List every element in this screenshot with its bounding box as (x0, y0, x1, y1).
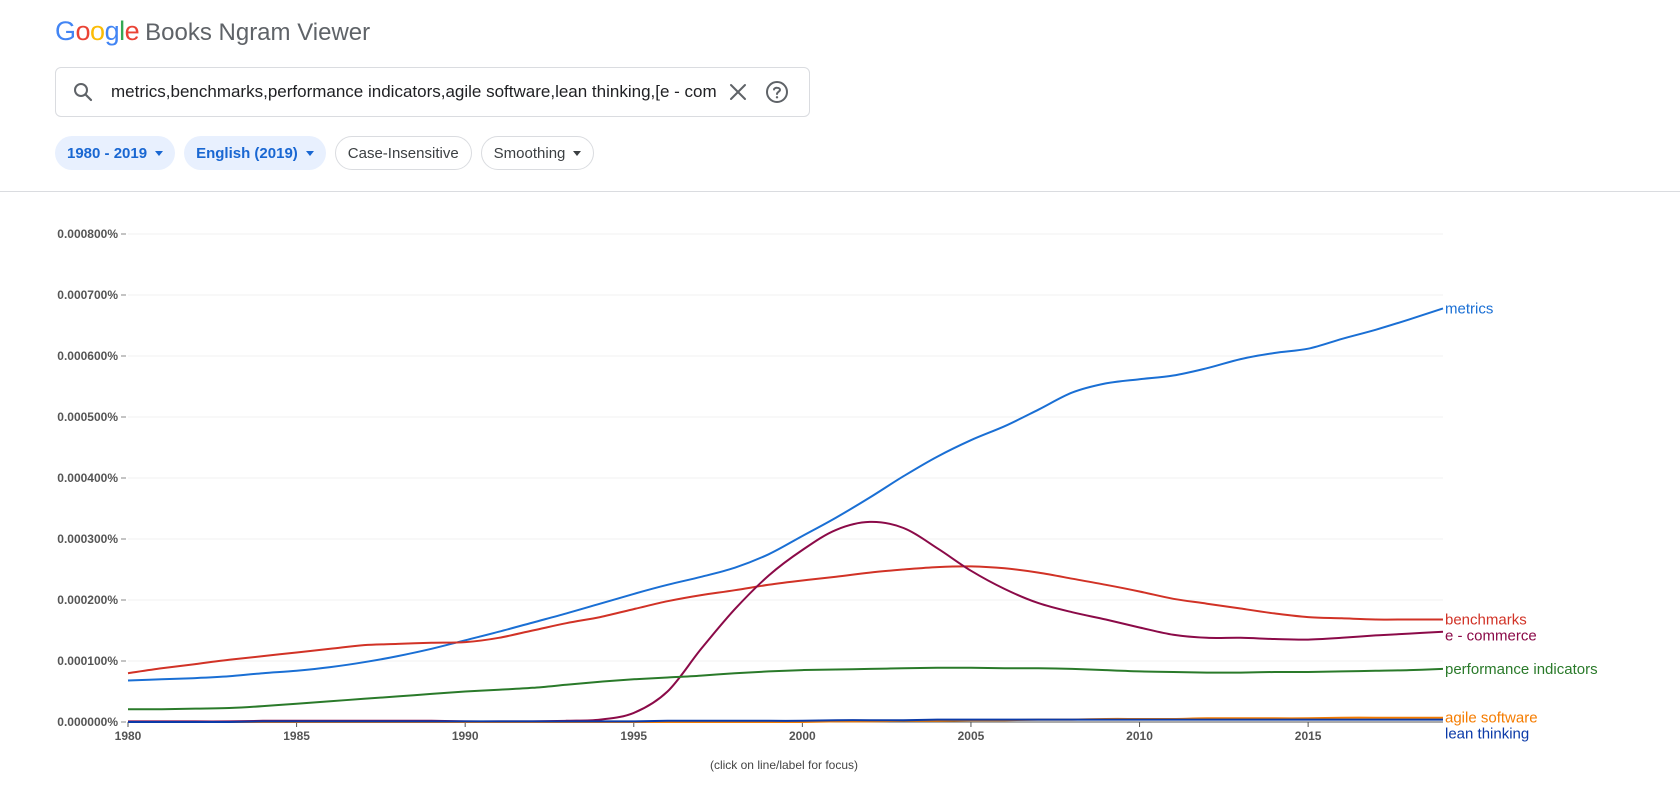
series-label[interactable]: agile software (1445, 710, 1538, 727)
series-line-e---commerce[interactable] (127, 520, 1444, 723)
y-tick-label: 0.000100% (57, 654, 118, 668)
year-range-label: 1980 - 2019 (67, 144, 148, 162)
y-tick-label: 0.000000% (57, 715, 118, 729)
help-icon[interactable] (765, 80, 789, 104)
x-tick-label: 1995 (620, 729, 647, 743)
y-tick-label: 0.000400% (57, 471, 118, 485)
logo-letter: g (104, 16, 120, 46)
x-tick-label: 1980 (115, 729, 142, 743)
logo-letter: o (90, 16, 105, 46)
x-tick-label: 2000 (789, 729, 816, 743)
smoothing-label: Smoothing (493, 144, 566, 162)
google-logo: Google (55, 16, 140, 47)
search-input[interactable] (111, 82, 716, 102)
series-label[interactable]: performance indicators (1445, 661, 1598, 678)
series-label[interactable]: lean thinking (1445, 726, 1529, 743)
logo-letter: o (75, 16, 91, 46)
corpus-dropdown[interactable]: English (2019) (184, 136, 326, 170)
y-tick-label: 0.000200% (57, 593, 118, 607)
series-line-benchmarks[interactable] (127, 565, 1443, 675)
y-tick-label: 0.000600% (57, 349, 118, 363)
x-tick-label: 2010 (1126, 729, 1153, 743)
logo-letter: l (119, 16, 125, 46)
series-label[interactable]: metrics (1445, 300, 1493, 317)
series-label[interactable]: e - commerce (1445, 628, 1537, 645)
app-title: Books Ngram Viewer (145, 19, 371, 46)
series-line-lean-thinking[interactable] (127, 718, 1443, 724)
year-range-dropdown[interactable]: 1980 - 2019 (55, 136, 176, 170)
y-tick-label: 0.000800% (57, 227, 118, 241)
chart-area: 0.000000% 0.000100% 0.000200% 0.000300% 0.00… (0, 192, 1680, 798)
filter-chips: 1980 - 2019 English (2019) Case-Insensit… (55, 136, 595, 170)
corpus-label: English (2019) (196, 144, 298, 162)
x-tick-label: 2015 (1295, 729, 1322, 743)
case-insensitive-label: Case-Insensitive (347, 144, 459, 162)
search-icon[interactable] (71, 80, 95, 104)
y-tick-label: 0.000500% (57, 410, 118, 424)
x-tick-label: 1990 (452, 729, 479, 743)
case-insensitive-toggle[interactable]: Case-Insensitive (334, 136, 472, 170)
chevron-down-icon (573, 150, 582, 156)
y-tick-label: 0.000700% (57, 288, 118, 302)
series-line-metrics[interactable] (127, 307, 1444, 682)
series-line-performance-indicators[interactable] (127, 666, 1444, 711)
series-label[interactable]: benchmarks (1445, 612, 1527, 629)
logo-letter: G (55, 16, 76, 46)
x-tick-label: 2005 (958, 729, 985, 743)
logo-letter: e (124, 16, 140, 46)
y-tick-label: 0.000300% (57, 532, 118, 546)
logo[interactable]: Google Books Ngram Viewer (55, 16, 370, 50)
header: Google Books Ngram Viewer 1980 - 2019 En… (0, 0, 1680, 192)
chevron-down-icon (155, 150, 164, 156)
smoothing-dropdown[interactable]: Smoothing (480, 136, 595, 170)
ngram-chart: 0.000000% 0.000100% 0.000200% 0.000300% 0.00… (57, 227, 1598, 772)
x-tick-label: 1985 (283, 729, 310, 743)
close-icon[interactable] (726, 80, 750, 104)
chevron-down-icon (305, 150, 314, 156)
chart-note: (click on line/label for focus) (710, 758, 858, 772)
search-box[interactable] (55, 67, 810, 117)
